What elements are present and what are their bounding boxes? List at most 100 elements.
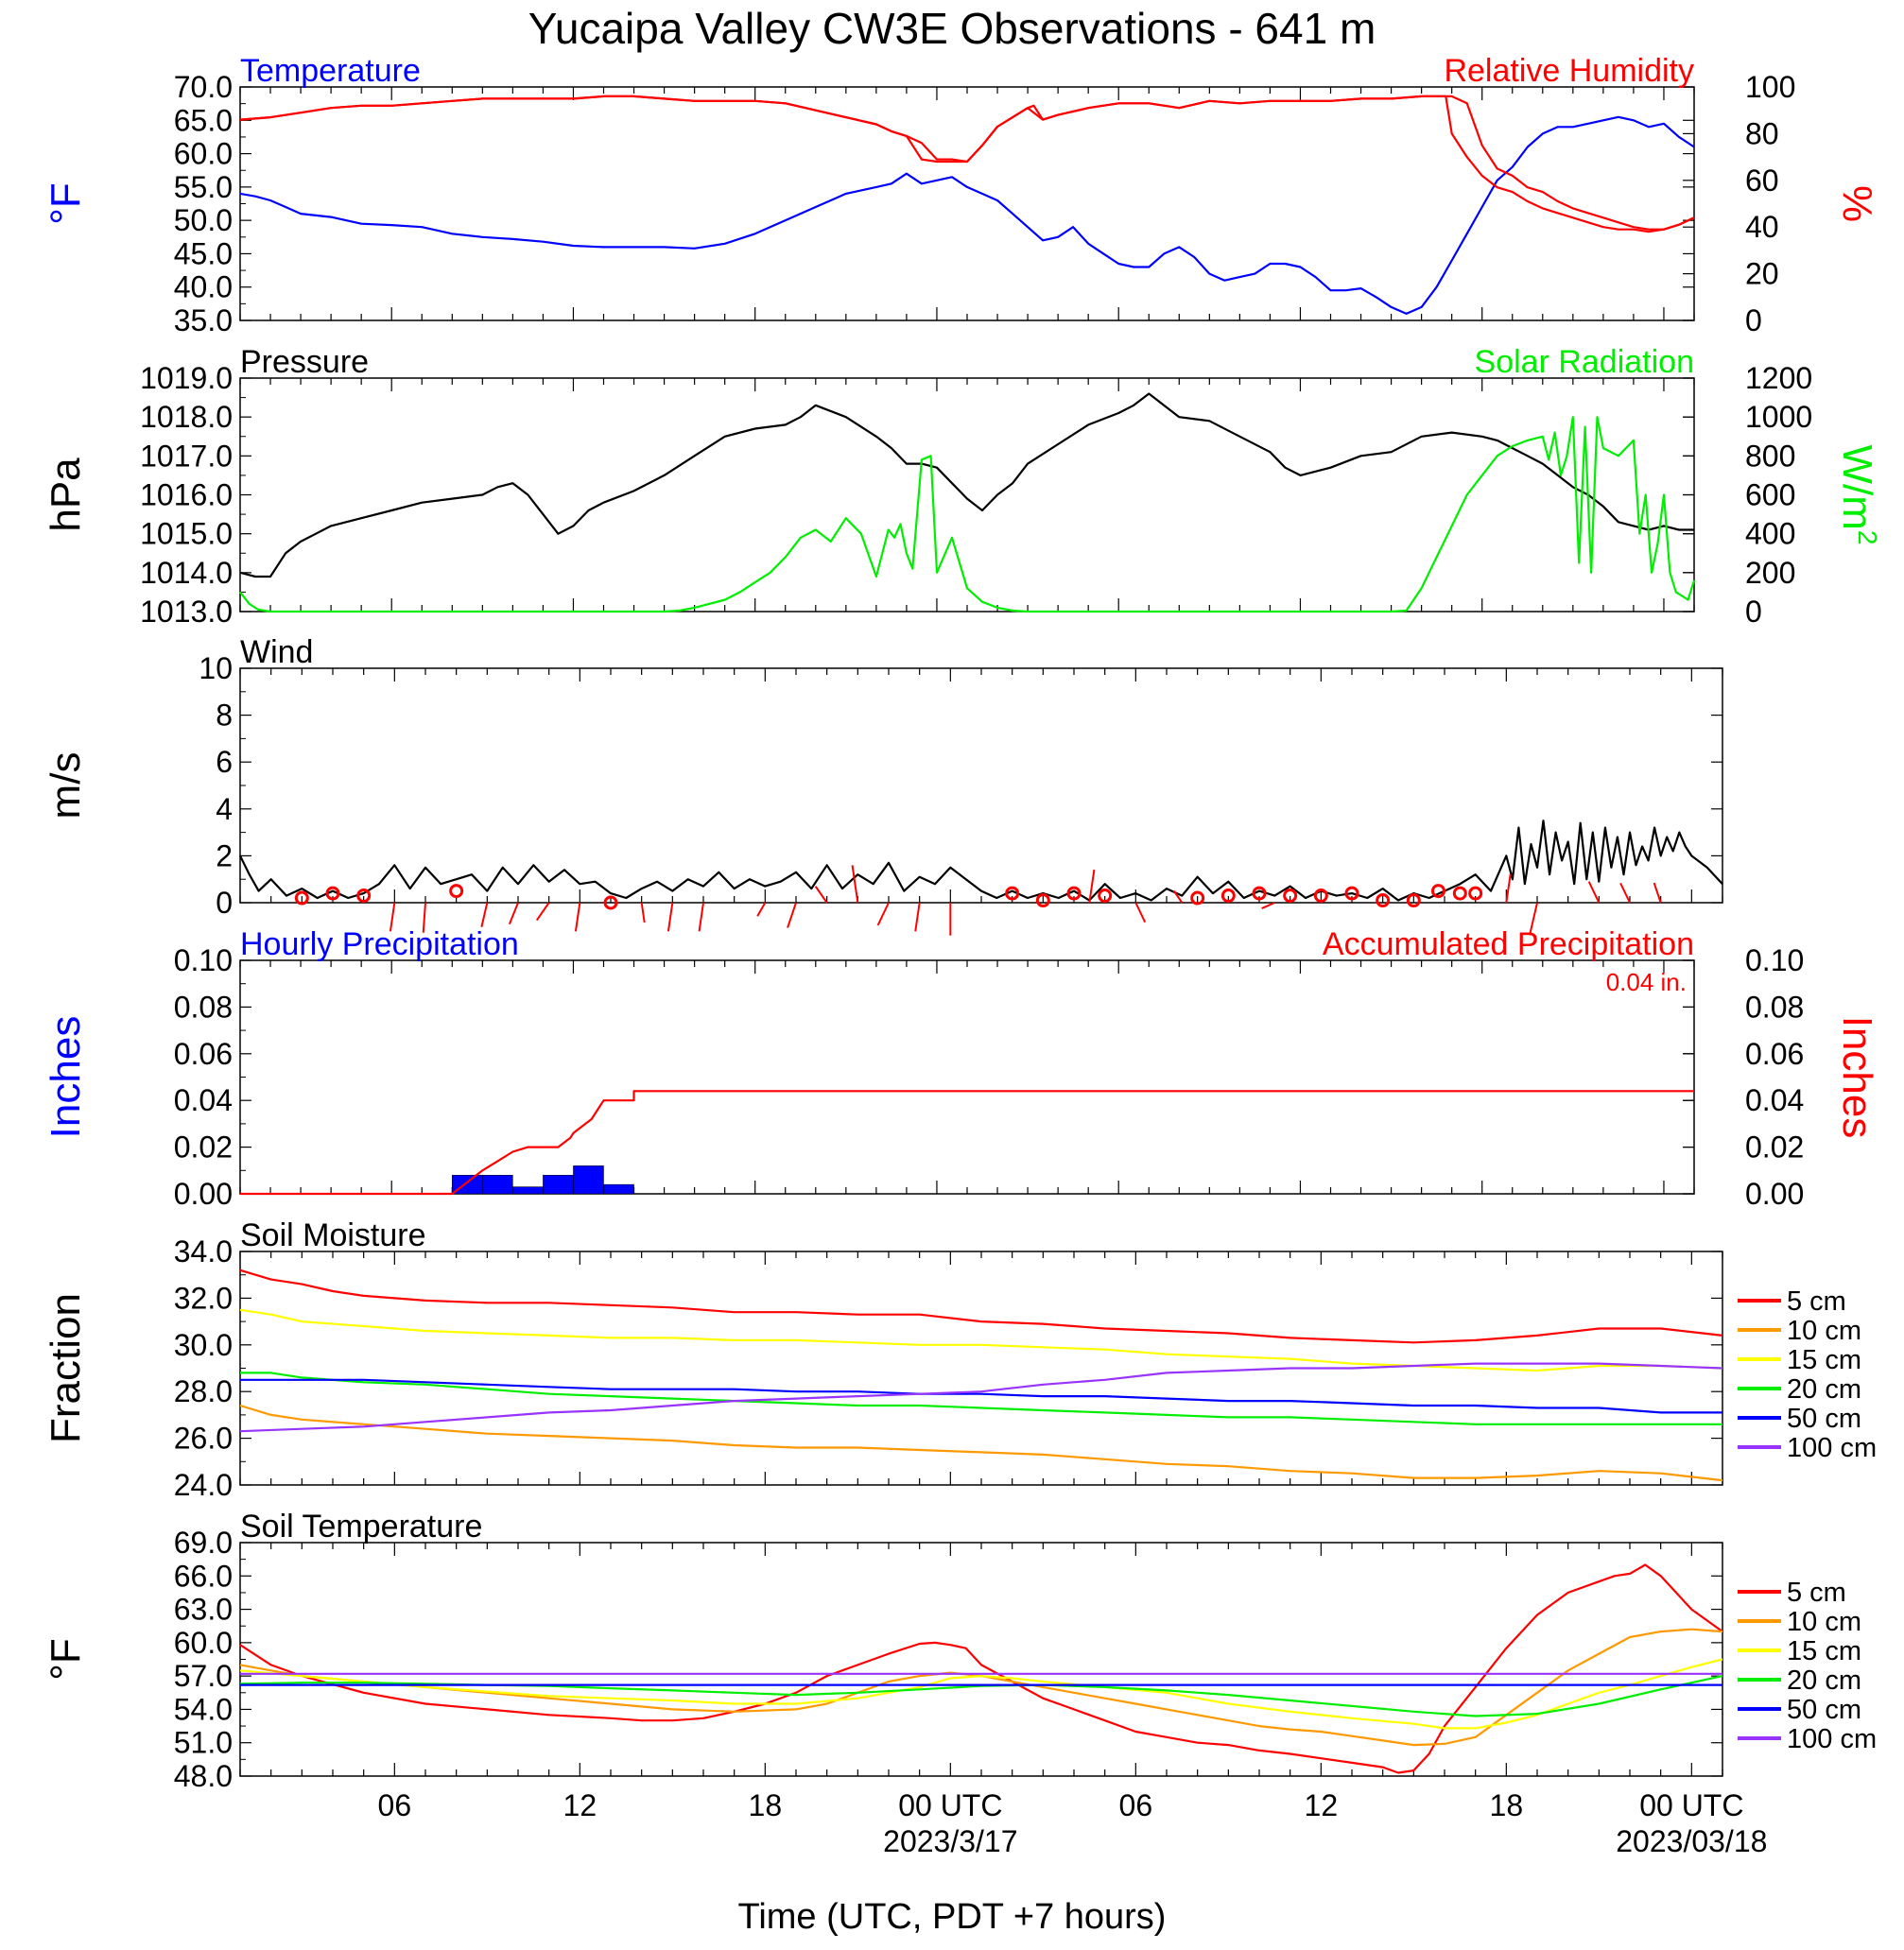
wind-barb (389, 902, 396, 932)
y-tick-label: 35.0 (174, 303, 233, 337)
series-line-1 (239, 1404, 1723, 1482)
legend-label: 100 cm (1787, 1724, 1877, 1754)
calm-wind-marker (356, 889, 372, 904)
y2-tick-label: 400 (1745, 517, 1795, 551)
panel-temp_rh: 35.040.045.050.055.060.065.070.0 0 20 40 60 8… (43, 53, 1880, 337)
y2-tick-label: 0.10 (1745, 943, 1804, 977)
y-tick-label: 30.0 (174, 1328, 233, 1362)
legend-label: 10 cm (1787, 1607, 1861, 1637)
wind-barb (698, 902, 704, 932)
legend-label: 15 cm (1787, 1345, 1861, 1375)
y-tick-label: 65.0 (174, 103, 233, 137)
y2-tick-label: 200 (1745, 556, 1795, 590)
y-axis-label: hPa (43, 457, 89, 532)
y-axis-label: Fraction (43, 1293, 89, 1443)
y2-tick-label: 20 (1745, 257, 1779, 291)
wind-barb (756, 902, 767, 917)
y2-tick-label: 600 (1745, 478, 1795, 512)
wind-barb (1653, 882, 1662, 904)
y-tick-label: 10 (199, 651, 233, 685)
panel-title-right: Solar Radiation (1475, 344, 1694, 380)
y-tick-label: 60.0 (174, 1626, 233, 1660)
y-tick-label: 28.0 (174, 1374, 233, 1408)
wind-barb (480, 902, 489, 927)
panel-title-left: Soil Temperature (240, 1509, 482, 1544)
series-line-0 (239, 820, 1723, 902)
panels: 35.040.045.050.055.060.065.070.002040608… (43, 53, 1882, 1858)
wind-barb (1261, 902, 1275, 909)
precip-bar (603, 1183, 634, 1195)
wind-barb (914, 902, 921, 932)
x-tick-label: 18 (749, 1788, 783, 1822)
precip-bar (482, 1174, 513, 1195)
series-line-2 (239, 1658, 1723, 1730)
y2-tick-label: 0 (1745, 303, 1762, 337)
x-date-label: 2023/03/18 (1616, 1824, 1767, 1858)
wind-barb (1088, 869, 1096, 904)
y-tick-label: 26.0 (174, 1422, 233, 1456)
series-line-3 (240, 1372, 1722, 1425)
y-axis-label: Inches (43, 1016, 89, 1139)
y-tick-label: 40.0 (174, 270, 233, 304)
wind-barb (508, 902, 519, 925)
calm-wind-marker (325, 886, 340, 901)
wind-barb (814, 886, 828, 904)
panel-soil_temp: 48.051.054.057.060.063.066.069.0 Soil Tem… (43, 1509, 1877, 1858)
plot-frame (239, 377, 1695, 613)
y2-axis-label: % (1834, 185, 1880, 222)
calm-wind-marker (1430, 884, 1445, 899)
y2-axis-label-sup: 2 (1853, 530, 1882, 545)
precip-bar (543, 1174, 574, 1195)
legend-label: 5 cm (1787, 1286, 1846, 1317)
y2-tick-label: 40 (1745, 210, 1779, 244)
y-tick-label: 45.0 (174, 236, 233, 270)
x-tick-label: 00 UTC (898, 1788, 1002, 1822)
y-tick-label: 8 (216, 699, 233, 733)
panel-soil_moisture: 24.0 26.0 28.0 30.0 32.0 34.0 Soil Moisture Fra… (43, 1217, 1877, 1502)
y-tick-label: 1013.0 (140, 595, 233, 629)
x-axis-title: Time (UTC, PDT +7 hours) (738, 1897, 1167, 1937)
x-tick-label: 00 UTC (1639, 1788, 1743, 1822)
wind-barb (666, 902, 674, 932)
plot-frame (239, 86, 1695, 321)
y-tick-label: 1018.0 (140, 400, 233, 434)
y-tick-label: 0.04 (174, 1083, 233, 1117)
y2-axis-label-text: Inches (1834, 1016, 1880, 1139)
y-tick-label: 34.0 (174, 1234, 233, 1268)
y-tick-label: 0.00 (174, 1177, 233, 1211)
calm-wind-marker (1406, 893, 1421, 908)
y-axis-label: °F (43, 182, 89, 224)
precip-bar (512, 1186, 544, 1195)
series-line-0 (239, 1563, 1723, 1774)
y2-axis-label-text: % (1834, 185, 1880, 222)
calm-wind-marker (603, 895, 618, 910)
x-date-label: 2023/3/17 (883, 1824, 1017, 1858)
series-line-0 (240, 1090, 1694, 1196)
legend-label: 10 cm (1787, 1316, 1861, 1346)
x-tick-label: 06 (378, 1788, 412, 1822)
panel-title-right: Accumulated Precipitation (1323, 926, 1694, 962)
calm-wind-marker (1468, 886, 1483, 901)
wind-barb (535, 902, 550, 922)
legend-label: 20 cm (1787, 1665, 1861, 1696)
calm-wind-marker (1035, 893, 1050, 908)
calm-wind-marker (1066, 886, 1082, 901)
wind-barb (851, 865, 859, 904)
chart-title: Yucaipa Valley CW3E Observations - 641 m (528, 4, 1376, 53)
y2-tick-label: 0.02 (1745, 1130, 1804, 1165)
wind-barb (422, 902, 426, 933)
calm-wind-marker (1313, 889, 1328, 904)
y-tick-label: 48.0 (174, 1759, 233, 1793)
calm-wind-marker (1098, 889, 1113, 904)
calm-wind-marker (1252, 886, 1267, 901)
y-tick-label: 66.0 (174, 1559, 233, 1593)
y2-tick-label: 100 (1745, 70, 1795, 104)
plot-frame (239, 1542, 1723, 1777)
calm-wind-marker (1376, 893, 1391, 908)
y-tick-label: 1014.0 (140, 556, 233, 590)
y-tick-label: 55.0 (174, 170, 233, 204)
y-axis-label: m/s (43, 752, 89, 820)
x-tick-label: 18 (1490, 1788, 1524, 1822)
x-tick-label: 12 (1305, 1788, 1339, 1822)
